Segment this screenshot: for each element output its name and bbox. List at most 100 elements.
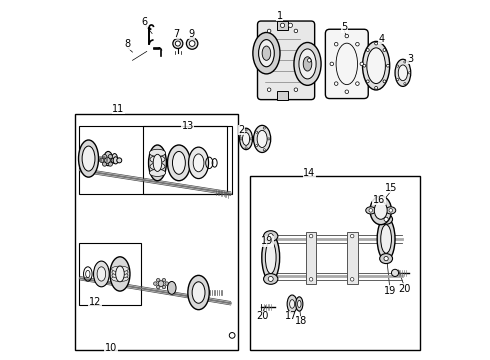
Ellipse shape [253, 125, 270, 153]
Ellipse shape [366, 207, 376, 214]
Circle shape [99, 158, 104, 162]
Circle shape [256, 131, 258, 133]
Text: 6: 6 [141, 17, 147, 27]
Ellipse shape [112, 266, 128, 272]
Circle shape [367, 80, 369, 83]
Circle shape [268, 276, 273, 282]
Ellipse shape [253, 32, 280, 74]
Ellipse shape [290, 300, 294, 308]
Circle shape [162, 278, 166, 282]
Ellipse shape [243, 132, 249, 145]
Ellipse shape [110, 257, 130, 291]
Circle shape [363, 64, 366, 67]
Circle shape [330, 62, 334, 66]
Circle shape [250, 138, 252, 140]
Ellipse shape [188, 275, 209, 310]
Circle shape [108, 154, 113, 159]
Circle shape [268, 88, 271, 91]
Circle shape [369, 208, 372, 212]
Ellipse shape [193, 154, 204, 172]
Circle shape [389, 208, 392, 212]
Ellipse shape [112, 276, 128, 282]
Ellipse shape [299, 49, 316, 79]
Circle shape [383, 80, 386, 83]
Circle shape [153, 282, 157, 285]
Ellipse shape [380, 253, 392, 264]
Circle shape [384, 256, 388, 261]
FancyBboxPatch shape [258, 21, 315, 100]
Circle shape [367, 49, 369, 51]
Circle shape [334, 82, 338, 85]
Text: 5: 5 [341, 22, 347, 32]
Circle shape [288, 23, 293, 27]
Ellipse shape [398, 65, 408, 81]
Ellipse shape [192, 282, 205, 303]
Bar [143, 126, 227, 194]
Circle shape [189, 41, 195, 46]
Ellipse shape [116, 266, 124, 282]
Ellipse shape [112, 273, 128, 278]
Ellipse shape [262, 234, 280, 281]
Circle shape [280, 23, 285, 27]
Ellipse shape [296, 297, 303, 311]
Text: 3: 3 [407, 54, 413, 64]
Circle shape [108, 162, 113, 166]
FancyBboxPatch shape [325, 29, 368, 99]
Ellipse shape [97, 267, 106, 281]
Circle shape [245, 147, 247, 149]
Circle shape [387, 64, 390, 67]
Circle shape [240, 138, 242, 140]
Ellipse shape [153, 154, 162, 171]
Circle shape [309, 278, 313, 281]
Circle shape [102, 162, 107, 166]
Text: 8: 8 [124, 39, 130, 49]
Bar [250, 176, 420, 350]
Text: 14: 14 [303, 168, 316, 178]
Circle shape [356, 82, 359, 85]
Circle shape [345, 90, 348, 94]
Circle shape [173, 39, 183, 49]
Text: 10: 10 [105, 343, 117, 353]
Text: 13: 13 [182, 121, 194, 131]
Text: 7: 7 [173, 28, 179, 39]
Circle shape [263, 149, 265, 151]
Bar [306, 232, 317, 284]
Bar [79, 126, 232, 194]
Circle shape [309, 234, 313, 238]
Circle shape [268, 234, 273, 239]
Text: 2: 2 [238, 125, 245, 135]
Ellipse shape [395, 59, 411, 86]
Ellipse shape [287, 295, 297, 313]
Circle shape [256, 145, 258, 147]
Circle shape [404, 61, 406, 63]
Text: 19: 19 [384, 286, 396, 296]
Circle shape [165, 282, 169, 285]
Ellipse shape [113, 157, 118, 164]
Circle shape [384, 217, 388, 221]
Circle shape [345, 34, 348, 38]
Text: 16: 16 [373, 195, 385, 204]
Ellipse shape [294, 42, 321, 85]
Circle shape [162, 285, 166, 289]
Text: 11: 11 [112, 104, 124, 113]
Ellipse shape [264, 231, 278, 242]
Circle shape [408, 72, 411, 74]
Text: 20: 20 [256, 311, 269, 321]
Ellipse shape [374, 202, 387, 219]
Text: 1: 1 [276, 11, 283, 21]
Circle shape [294, 29, 298, 33]
Ellipse shape [297, 300, 301, 307]
Ellipse shape [112, 154, 118, 163]
Text: 20: 20 [398, 284, 410, 294]
Circle shape [156, 278, 160, 282]
Bar [75, 114, 238, 350]
Circle shape [102, 154, 107, 159]
Text: 12: 12 [89, 297, 101, 307]
Circle shape [308, 59, 311, 62]
Ellipse shape [149, 149, 166, 157]
Ellipse shape [82, 146, 95, 171]
Text: 18: 18 [294, 316, 307, 326]
Ellipse shape [386, 207, 396, 214]
Ellipse shape [257, 130, 267, 148]
Circle shape [294, 88, 298, 91]
